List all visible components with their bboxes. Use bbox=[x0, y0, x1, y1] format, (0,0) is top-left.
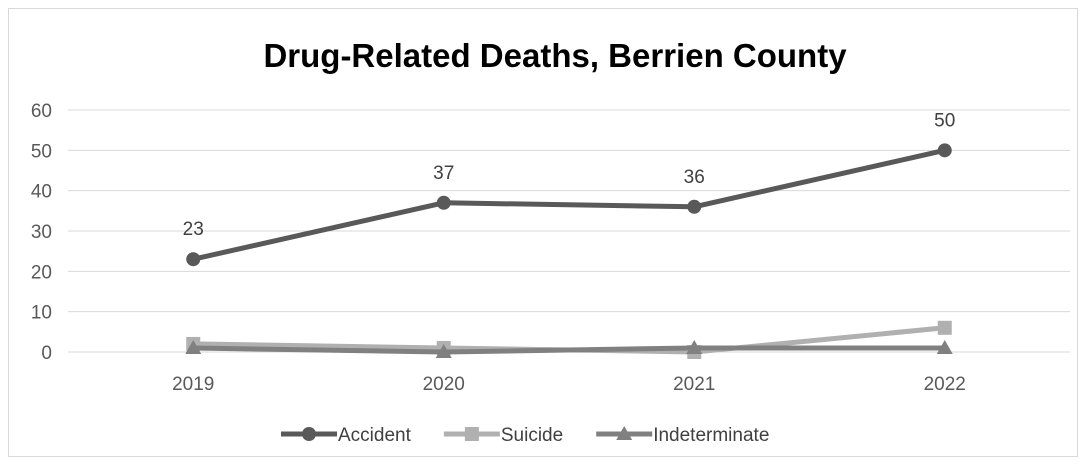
legend-marker bbox=[302, 427, 316, 441]
series-suicide bbox=[186, 320, 952, 359]
series-indeterminate bbox=[185, 339, 953, 358]
data-point bbox=[937, 320, 952, 335]
gridlines bbox=[68, 109, 1070, 353]
data-point bbox=[435, 344, 452, 358]
data-point bbox=[687, 199, 702, 214]
legend-label: Suicide bbox=[501, 425, 563, 446]
legend: Accident Suicide Indeterminate bbox=[281, 425, 769, 446]
data-label: 37 bbox=[433, 163, 454, 184]
data-point bbox=[185, 339, 202, 354]
legend-marker bbox=[616, 426, 633, 440]
x-axis-ticks: 2019 2020 2021 2022 bbox=[172, 374, 966, 395]
series-accident bbox=[186, 143, 952, 267]
y-tick-label: 10 bbox=[31, 303, 52, 324]
y-tick-label: 40 bbox=[31, 182, 52, 203]
data-labels: 23 37 36 50 bbox=[183, 110, 956, 240]
y-tick-label: 30 bbox=[31, 222, 52, 243]
x-tick-label: 2021 bbox=[673, 374, 715, 395]
legend-marker bbox=[464, 427, 479, 441]
series-layer bbox=[185, 143, 953, 359]
data-point bbox=[186, 252, 201, 267]
data-label: 23 bbox=[183, 219, 204, 240]
data-point bbox=[436, 195, 451, 210]
y-tick-label: 50 bbox=[31, 141, 52, 162]
y-tick-label: 60 bbox=[31, 101, 52, 122]
y-axis-ticks: 0 10 20 30 40 50 60 bbox=[31, 101, 52, 364]
series-line bbox=[193, 345, 945, 355]
legend-item-indeterminate: Indeterminate bbox=[596, 425, 769, 446]
legend-label: Indeterminate bbox=[653, 425, 769, 446]
y-tick-label: 20 bbox=[31, 262, 52, 283]
data-point bbox=[937, 143, 952, 158]
data-point bbox=[936, 339, 953, 354]
x-tick-label: 2019 bbox=[172, 374, 214, 395]
y-tick-label: 0 bbox=[41, 343, 52, 364]
legend-item-accident: Accident bbox=[281, 425, 412, 446]
x-tick-label: 2020 bbox=[423, 374, 465, 395]
series-line bbox=[192, 147, 946, 262]
data-label: 36 bbox=[684, 167, 705, 188]
legend-label: Accident bbox=[338, 425, 412, 446]
data-label: 50 bbox=[934, 110, 955, 131]
chart-title: Drug-Related Deaths, Berrien County bbox=[263, 37, 847, 74]
legend-item-suicide: Suicide bbox=[443, 425, 563, 446]
chart-frame bbox=[8, 8, 1078, 457]
x-tick-label: 2022 bbox=[924, 374, 966, 395]
data-point bbox=[686, 339, 703, 354]
